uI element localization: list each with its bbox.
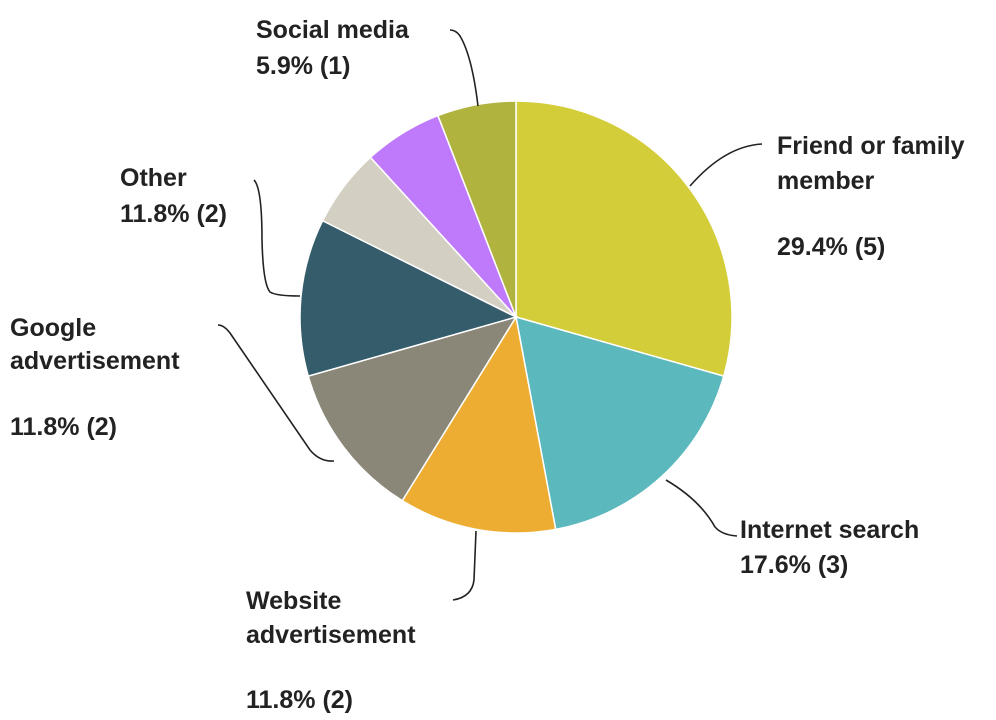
slice-label-website-advertisement: Website advertisement 11.8% (2) (246, 587, 416, 714)
pie-slice-social-media (436, 100, 517, 318)
slice-label-text: Internet search (740, 516, 919, 544)
leader-line-website-advertisement (452, 530, 477, 601)
pie-slice-other (299, 219, 519, 378)
slice-label-text: Other (120, 164, 187, 192)
pie-slice-website-advertisement (401, 314, 557, 534)
leader-lines (217, 29, 763, 601)
slice-percent-label: 11.8% (2) (120, 200, 227, 228)
slice-label-text: advertisement (246, 621, 416, 649)
slice-label-text: Google (10, 314, 96, 342)
slice-percent-label: 11.8% (2) (10, 413, 117, 441)
slice-label-friend-or-family-member: Friend or family member 29.4% (5) (777, 132, 965, 261)
slice-labels: Friend or family member 29.4% (5) Internet … (10, 16, 965, 714)
slice-label-other: Other 11.8% (2) (120, 164, 227, 228)
slice-label-text: advertisement (10, 347, 180, 375)
slice-label-text: member (777, 167, 875, 195)
leader-line-other (253, 179, 301, 297)
pie-slice-google-advertisement (307, 315, 518, 502)
slice-label-text: Friend or family (777, 132, 965, 160)
slice-percent-label: 17.6% (3) (740, 551, 848, 579)
slice-label-text: Social media (256, 16, 410, 44)
slice-label-google-advertisement: Google advertisement 11.8% (2) (10, 314, 180, 441)
slice-label-text: Website (246, 587, 341, 615)
leader-line-internet-search (665, 479, 738, 537)
leader-line-friend-or-family-member (689, 143, 763, 187)
slice-label-social-media: Social media 5.9% (1) (256, 16, 410, 80)
pie-slice-friend-or-family-member (515, 100, 733, 378)
slice-label-internet-search: Internet search 17.6% (3) (740, 516, 919, 579)
slice-percent-label: 5.9% (1) (256, 52, 350, 80)
pie-slices (299, 100, 733, 534)
leader-line-google-advertisement (217, 324, 335, 462)
leader-line-social-media (449, 29, 479, 107)
pie-slice-internet-search (515, 315, 725, 531)
slice-percent-label: 11.8% (2) (246, 686, 353, 714)
slice-percent-label: 29.4% (5) (777, 233, 885, 261)
